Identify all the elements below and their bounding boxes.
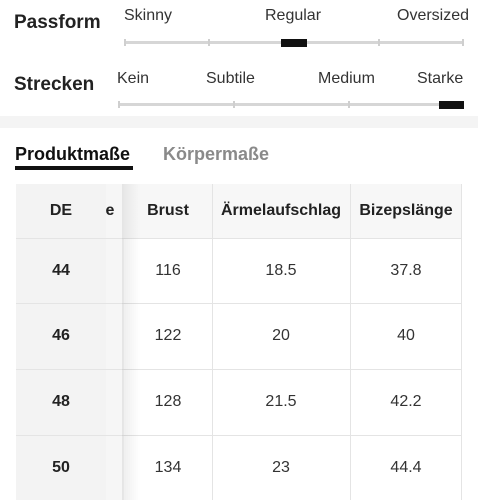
row-divider <box>16 303 462 304</box>
size-cell: 46 <box>52 327 70 344</box>
header-clipped: e <box>105 202 115 219</box>
row-divider <box>16 435 462 436</box>
cuff-cell: 18.5 <box>265 261 297 279</box>
fit-tick <box>208 39 210 46</box>
column-divider <box>461 184 462 500</box>
column-divider <box>350 184 351 500</box>
bicep-cell: 40 <box>397 327 415 344</box>
cuff-cell: 23 <box>272 458 290 476</box>
stretch-tick <box>233 101 235 108</box>
tab-product-measurements[interactable]: Produktmaße <box>15 144 131 164</box>
header-cuff: Ärmelaufschlag <box>220 202 342 219</box>
stretch-track <box>118 103 464 106</box>
section-divider <box>0 116 478 128</box>
row-divider <box>16 238 462 239</box>
chest-cell: 128 <box>154 393 182 410</box>
bicep-cell: 42.2 <box>390 393 422 410</box>
table-header-bg <box>124 184 462 238</box>
tab-body-measurements[interactable]: Körpermaße <box>163 144 270 164</box>
stretch-option-starke: Starke <box>417 70 464 87</box>
size-cell: 44 <box>52 261 70 279</box>
column-divider <box>212 184 213 500</box>
stretch-tick <box>348 101 350 108</box>
stretch-selected-marker <box>439 101 464 109</box>
chest-cell: 134 <box>154 458 182 476</box>
fit-option-oversized: Oversized <box>397 7 470 24</box>
active-tab-indicator <box>15 166 133 170</box>
fit-label: Passform <box>14 12 101 33</box>
header-bicep-length: Bizepslänge <box>359 202 453 219</box>
size-cell: 48 <box>52 393 70 410</box>
chest-cell: 122 <box>154 327 182 344</box>
cuff-cell: 20 <box>272 327 290 344</box>
size-table[interactable]: DE e Brust Ärmelaufschlag Bizepslänge 44… <box>16 184 462 500</box>
stretch-option-kein: Kein <box>117 70 150 87</box>
fit-option-regular: Regular <box>265 7 322 24</box>
sticky-size-column <box>16 184 106 500</box>
fit-selected-marker <box>281 39 307 47</box>
stretch-tick <box>118 101 120 108</box>
clipped-column <box>106 184 124 500</box>
header-chest: Brust <box>147 202 189 219</box>
header-size-de: DE <box>49 202 73 219</box>
measurement-tabs: Produktmaße Körpermaße <box>0 128 478 180</box>
row-divider <box>16 369 462 370</box>
bicep-cell: 37.8 <box>390 261 422 279</box>
chest-cell: 116 <box>155 261 181 279</box>
stretch-option-subtile: Subtile <box>206 70 255 87</box>
fit-tick <box>378 39 380 46</box>
fit-tick <box>124 39 126 46</box>
fit-tick <box>462 39 464 46</box>
cuff-cell: 21.5 <box>265 393 297 410</box>
stretch-label: Strecken <box>14 74 95 95</box>
size-cell: 50 <box>52 458 70 476</box>
bicep-cell: 44.4 <box>390 458 422 476</box>
fit-scale: Passform Skinny Regular Oversized <box>0 0 478 56</box>
fit-option-skinny: Skinny <box>124 7 173 24</box>
stretch-scale: Strecken Kein Subtile Medium Starke <box>0 60 478 116</box>
stretch-option-medium: Medium <box>318 70 375 87</box>
sticky-column-shadow <box>122 184 140 500</box>
